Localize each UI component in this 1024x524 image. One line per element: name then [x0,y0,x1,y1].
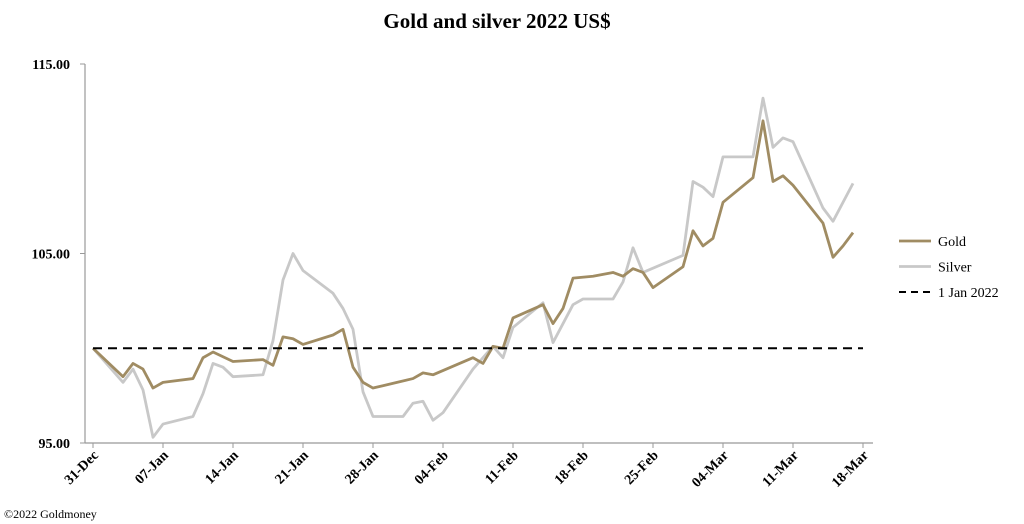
x-tick-label: 11-Mar [760,448,802,490]
x-tick-label: 11-Feb [483,448,522,487]
legend: Gold Silver 1 Jan 2022 [899,235,999,301]
legend-label: 1 Jan 2022 [938,286,999,301]
copyright-footer: ©2022 Goldmoney [4,507,97,521]
x-tick-label: 21-Jan [273,448,312,487]
x-tick-label: 07-Jan [133,448,172,487]
series-line-silver [91,96,855,439]
x-tick-label: 25-Feb [622,448,662,488]
x-tick-label: 14-Jan [203,448,242,487]
y-tick-label: 105.00 [32,248,71,263]
legend-label: Gold [938,235,966,250]
series-lines [91,96,863,439]
y-tick-label: 95.00 [39,437,71,452]
x-tick-label: 04-Feb [412,448,452,488]
x-tick-label: 18-Mar [829,448,871,490]
x-tick-label: 18-Feb [552,448,592,488]
x-tick-label: 04-Mar [689,448,731,490]
y-tick-label: 115.00 [32,58,70,73]
x-tick-label: 28-Jan [343,448,382,487]
x-ticks: 31-Dec 07-Jan 14-Jan 21-Jan 28-Jan 04-Feb 11-F… [62,443,872,491]
y-ticks: 95.00 105.00 115.00 [32,58,85,452]
chart-title: Gold and silver 2022 US$ [383,9,610,33]
x-tick-label: 31-Dec [62,448,102,488]
legend-label: Silver [938,261,972,276]
